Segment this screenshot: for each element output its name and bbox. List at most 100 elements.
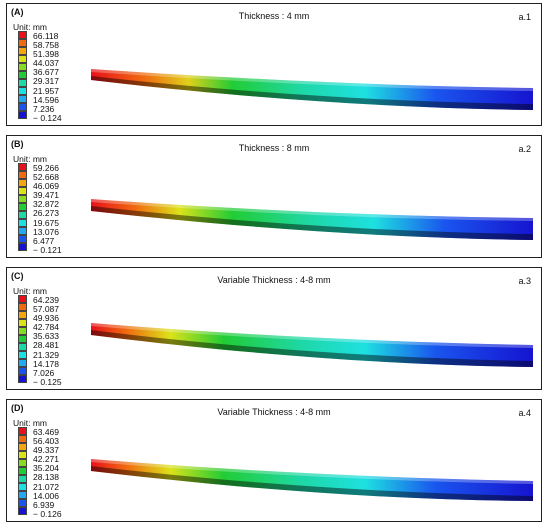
legend-swatch [18,427,27,435]
legend-value: 42.784 [33,322,59,333]
legend-swatch [18,303,27,311]
deformed-beam [91,323,533,367]
panel-title: Thickness : 8 mm [238,143,310,153]
legend-swatch [18,79,27,87]
legend-swatch [18,319,27,327]
legend-value: − 0.124 [33,112,62,123]
legend-swatch [18,111,27,119]
unit-label: Unit: mm [13,418,47,428]
legend-swatch [18,467,27,475]
legend-swatch [18,343,27,351]
legend-swatch [18,31,27,39]
legend-value: − 0.126 [33,508,62,519]
legend-values: 63.469 56.403 49.337 42.271 35.204 28.13… [33,427,62,519]
deformed-beam [91,459,533,501]
legend-value: 28.138 [33,472,59,483]
panel-tag: a.4 [518,408,531,418]
legend-swatch [18,375,27,383]
beam-highlight [91,69,533,91]
legend-swatch [18,475,27,483]
legend-swatch [18,187,27,195]
legend-swatch [18,483,27,491]
legend-value: 7.026 [33,367,55,378]
legend-swatch [18,195,27,203]
legend-value: 44.037 [33,58,59,69]
legend-value: 63.469 [33,427,59,437]
legend-value: 59.266 [33,163,59,173]
legend-swatch [18,211,27,219]
legend-value: 46.069 [33,181,59,192]
beam-body [91,323,533,367]
legend-value: 13.076 [33,226,59,237]
legend-value: 36.677 [33,67,59,78]
legend-value: 21.329 [33,349,59,360]
legend-swatch [18,171,27,179]
panel-label: (B) [11,139,24,149]
beam-highlight [91,199,533,221]
panel-label: (A) [11,7,24,17]
legend-value: 7.236 [33,103,55,114]
legend-value: 49.337 [33,445,59,456]
legend-swatch [18,203,27,211]
legend-values: 66.118 58.758 51.398 44.037 36.677 29.31… [33,31,62,123]
color-legend [18,427,27,515]
legend-value: 14.178 [33,358,59,369]
legend-value: 21.957 [33,85,59,96]
legend-swatch [18,63,27,71]
panel-label: (C) [11,271,24,281]
legend-swatch [18,459,27,467]
legend-swatch [18,103,27,111]
legend-value: 35.633 [33,331,59,342]
panel-tag: a.1 [518,12,531,22]
beam-body [91,459,533,501]
color-legend [18,163,27,251]
unit-label: Unit: mm [13,22,47,32]
legend-value: 58.758 [33,40,59,51]
legend-value: 51.398 [33,49,59,60]
legend-swatch [18,335,27,343]
legend-values: 64.239 57.087 49.936 42.784 35.633 28.48… [33,295,62,387]
legend-swatch [18,327,27,335]
panel-label: (D) [11,403,24,413]
legend-value: 29.317 [33,76,59,87]
legend-swatch [18,47,27,55]
legend-value: − 0.121 [33,244,62,255]
legend-value: 35.204 [33,463,59,474]
panel-title: Thickness : 4 mm [238,11,310,21]
legend-value: 21.072 [33,481,59,492]
legend-values: 59.266 52.668 46.069 39.471 32.872 26.27… [33,163,62,255]
legend-value: 28.481 [33,340,59,351]
legend-swatch [18,39,27,47]
legend-swatch [18,227,27,235]
legend-swatch [18,71,27,79]
legend-value: 42.271 [33,454,59,465]
panel-title: Variable Thickness : 4-8 mm [217,275,331,285]
panel-a: (A) Thickness : 4 mm a.1 Unit: mm 66.118… [6,3,542,126]
legend-value: 6.477 [33,235,55,246]
color-legend [18,31,27,119]
legend-value: 49.936 [33,313,59,324]
panel-tag: a.2 [518,144,531,154]
legend-value: 14.006 [33,490,59,501]
legend-swatch [18,359,27,367]
beam-highlight [91,323,533,348]
legend-swatch [18,243,27,251]
legend-value: 66.118 [33,31,59,41]
legend-swatch [18,295,27,303]
legend-swatch [18,55,27,63]
legend-value: 57.087 [33,304,59,315]
legend-swatch [18,235,27,243]
legend-value: 26.273 [33,208,59,219]
legend-swatch [18,351,27,359]
panel-c: (C) Variable Thickness : 4-8 mm a.3 Unit… [6,267,542,390]
legend-value: 39.471 [33,190,59,201]
deformed-beam [91,69,533,110]
legend-swatch [18,367,27,375]
unit-label: Unit: mm [13,154,47,164]
legend-swatch [18,507,27,515]
legend-value: 56.403 [33,436,59,447]
legend-swatch [18,491,27,499]
beam-shadow [91,330,533,367]
beam-highlight [91,459,533,484]
legend-swatch [18,87,27,95]
